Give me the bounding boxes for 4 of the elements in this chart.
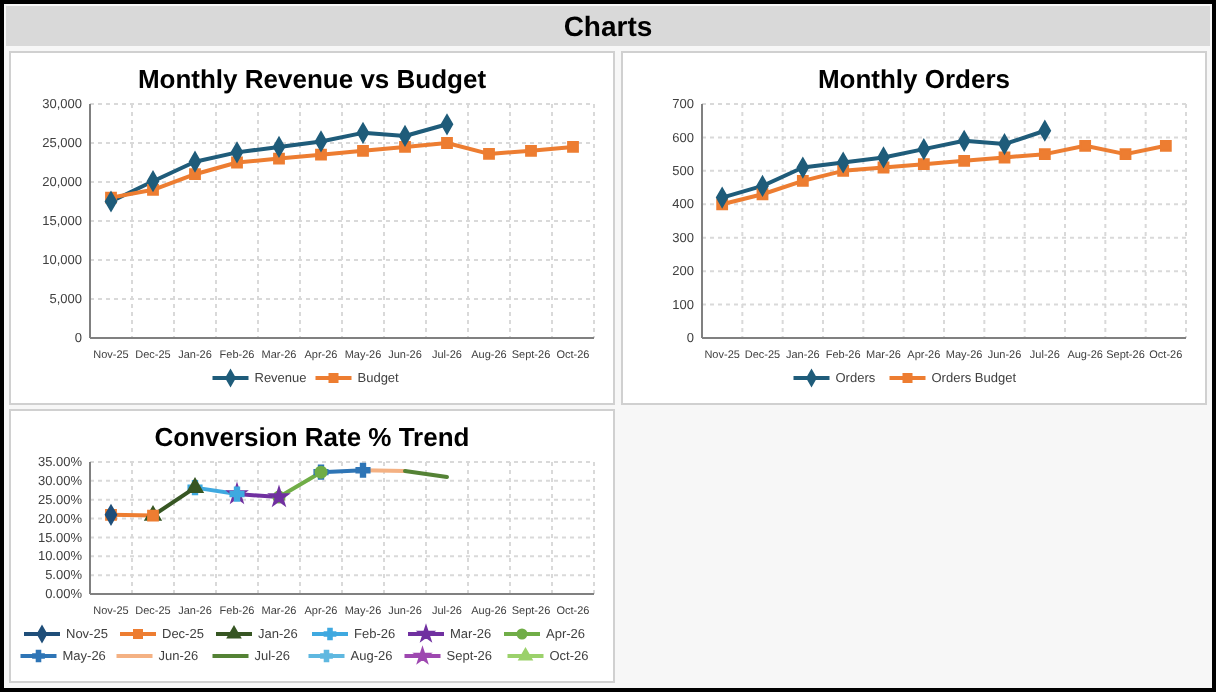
chart-title: Conversion Rate % Trend <box>154 422 470 452</box>
chart-title: Monthly Orders <box>817 64 1011 94</box>
chart-title: Monthly Revenue vs Budget <box>137 64 488 94</box>
header-banner: Charts <box>6 6 1210 46</box>
